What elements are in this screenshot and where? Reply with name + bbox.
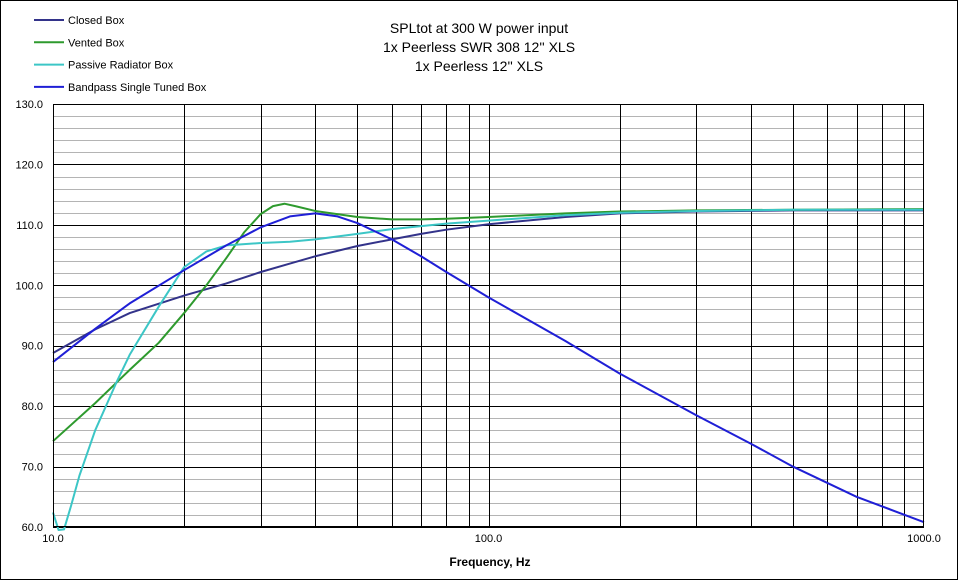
legend-label-1: Closed Box: [68, 15, 125, 27]
y-tick-label: 110.0: [16, 220, 43, 232]
x-tick-label: 100.0: [475, 533, 503, 545]
legend-label-4: Bandpass Single Tuned Box: [68, 82, 207, 94]
chart-title-line-1: SPLtot at 300 W power input: [390, 20, 568, 36]
chart-title-line-3: 1x Peerless 12'' XLS: [415, 58, 543, 74]
legend-label-3: Passive Radiator Box: [68, 60, 174, 72]
plot-frame: [53, 104, 924, 527]
y-tick-label: 120.0: [15, 159, 43, 171]
x-tick-label: 10.0: [42, 533, 63, 545]
y-tick-label: 60.0: [22, 522, 43, 534]
y-tick-label: 90.0: [22, 341, 43, 353]
y-tick-label: 100.0: [15, 280, 43, 292]
series-line-4: [52, 212, 925, 524]
chart-title-line-2: 1x Peerless SWR 308 12'' XLS: [383, 39, 575, 55]
x-axis-label: Frequency, Hz: [449, 555, 530, 569]
series-line-3: [52, 208, 924, 532]
x-tick-label: 1000.0: [907, 533, 941, 545]
plot-area: [53, 104, 924, 527]
y-tick-label: 80.0: [22, 401, 43, 413]
y-tick-label: 130.0: [15, 99, 43, 111]
y-tick-label: 70.0: [22, 462, 43, 474]
series-line-2: [52, 202, 925, 442]
legend-label-2: Vented Box: [68, 37, 125, 49]
